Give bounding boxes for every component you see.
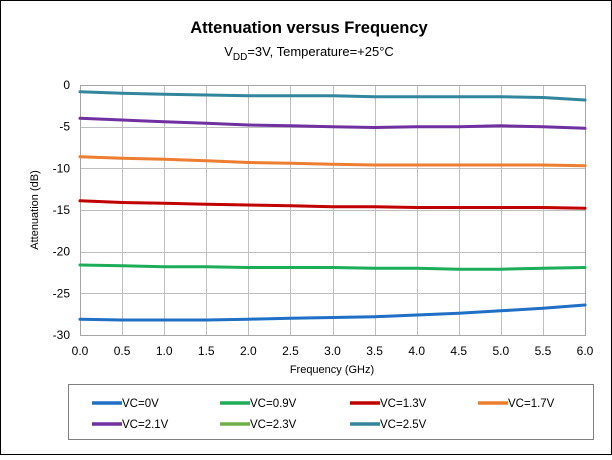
legend-item: VC=0V xyxy=(92,398,159,410)
x-tick-label: 5.5 xyxy=(535,344,552,358)
series-line-vc-2-1v xyxy=(78,116,587,130)
legend-label: VC=2.5V xyxy=(380,419,427,431)
series-lines xyxy=(78,90,587,322)
chart-title: Attenuation versus Frequency xyxy=(190,19,428,37)
legend-label: VC=1.7V xyxy=(508,398,555,410)
legend-label: VC=0V xyxy=(122,398,159,410)
x-tick-label: 4.0 xyxy=(408,344,425,358)
legend-item: VC=1.3V xyxy=(350,398,427,410)
legend-item: VC=0.9V xyxy=(220,398,297,410)
series-line-vc-1-7v xyxy=(78,155,587,168)
y-tick-label: -10 xyxy=(53,161,71,175)
x-tick-label: 0.5 xyxy=(114,344,131,358)
x-tick-labels: 0.0 0.5 1.0 1.5 2.0 2.5 3.0 3.5 4.0 4.5 5.0 5.5 6.0 xyxy=(72,344,594,358)
legend-label: VC=0.9V xyxy=(250,398,297,410)
x-axis-label: Frequency (GHz) xyxy=(290,364,374,376)
y-tick-label: 0 xyxy=(63,78,70,92)
x-tick-label: 3.0 xyxy=(324,344,341,358)
y-tick-labels: 0 -5 -10 -15 -20 -25 -30 xyxy=(53,78,71,342)
x-tick-label: 1.0 xyxy=(156,344,173,358)
series-line-vc-2-5v xyxy=(78,90,587,102)
plot-area xyxy=(80,85,586,336)
series-line-vc-0v xyxy=(78,303,587,322)
legend-item: VC=2.1V xyxy=(92,419,169,431)
y-tick-label: -5 xyxy=(59,120,70,134)
y-axis-label: Attenuation (dB) xyxy=(29,170,41,250)
series-line-vc-1-3v xyxy=(78,199,587,210)
series-line-vc-0-9v xyxy=(78,263,587,271)
y-tick-label: -15 xyxy=(53,203,71,217)
legend-item: VC=2.5V xyxy=(350,419,427,431)
legend-item: VC=1.7V xyxy=(478,398,555,410)
x-tick-label: 2.5 xyxy=(282,344,299,358)
legend-label: VC=1.3V xyxy=(380,398,427,410)
y-tick-label: -20 xyxy=(53,245,71,259)
y-tick-label: -30 xyxy=(53,328,71,342)
x-tick-label: 5.0 xyxy=(492,344,509,358)
x-tick-label: 1.5 xyxy=(198,344,215,358)
x-tick-label: 3.5 xyxy=(366,344,383,358)
x-tick-label: 6.0 xyxy=(577,344,594,358)
legend-item: VC=2.3V xyxy=(220,419,297,431)
chart-subtitle: VDD=3V, Temperature=+25°C xyxy=(224,44,394,63)
legend-label: VC=2.3V xyxy=(250,419,297,431)
legend: VC=0V VC=0.9V VC=1.3V VC=1.7V VC=2.1V VC=2.3V… xyxy=(92,398,555,431)
y-tick-label: -25 xyxy=(53,286,71,300)
chart-subtitle-rest: =3V, Temperature=+25°C xyxy=(247,44,394,59)
chart-subtitle-main: V xyxy=(224,44,233,59)
legend-label: VC=2.1V xyxy=(122,419,169,431)
x-tick-label: 4.5 xyxy=(450,344,467,358)
x-tick-label: 2.0 xyxy=(240,344,257,358)
legend-box xyxy=(68,384,594,440)
x-tick-label: 0.0 xyxy=(72,344,89,358)
chart-subtitle-sub: DD xyxy=(233,52,247,63)
